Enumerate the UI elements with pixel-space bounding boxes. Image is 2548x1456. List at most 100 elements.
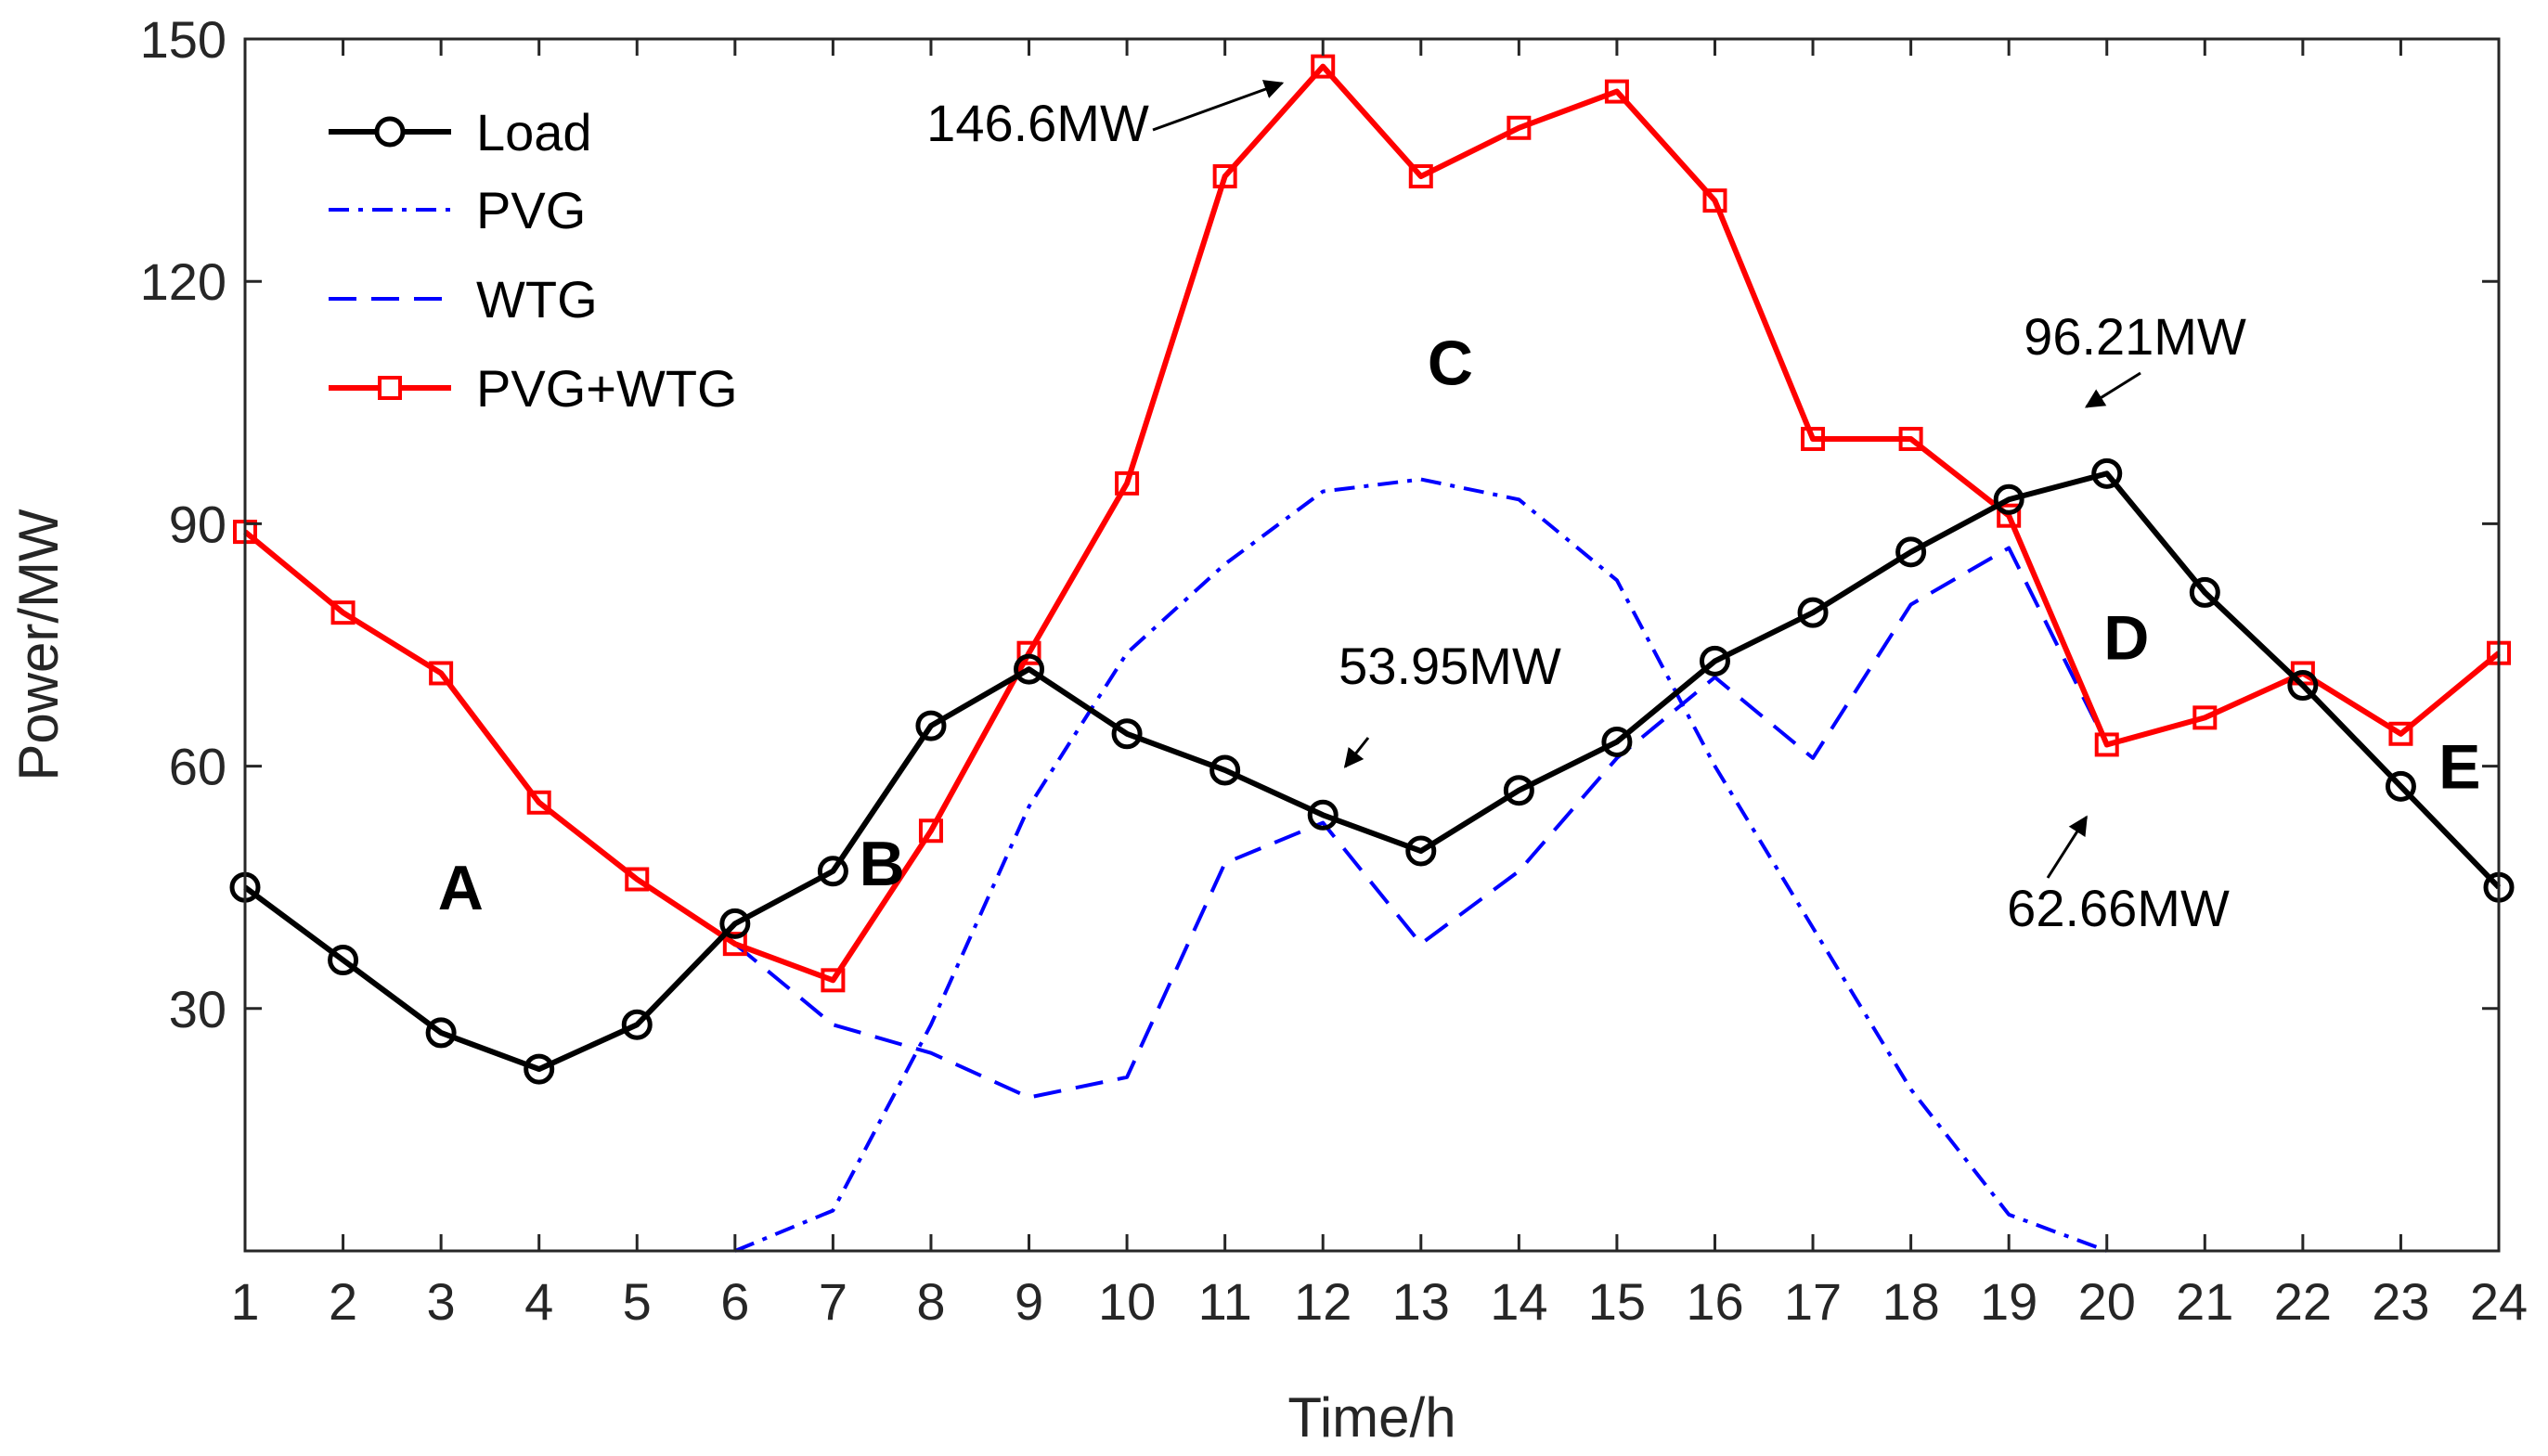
x-tick-label: 2 xyxy=(329,1272,357,1331)
legend-marker xyxy=(378,376,402,400)
label-layer: 1 2 3 4 5 6 7 8 9 10 11 12 13 14 15 16 17 18 19 20 21 22 23 243… xyxy=(140,10,2529,1331)
data-point-pvg-wtg xyxy=(526,790,551,815)
series-layer xyxy=(229,54,2515,1253)
x-tick-label: 5 xyxy=(623,1272,652,1331)
x-tick-label: 17 xyxy=(1784,1272,1842,1331)
data-point-load xyxy=(1699,645,1730,676)
legend: Load PVG WTG PVG+WTG xyxy=(329,103,738,418)
series-wtg xyxy=(733,546,2109,1100)
data-point-load xyxy=(2091,457,2123,489)
data-point-load xyxy=(328,945,359,976)
annotation-96-21mw: 96.21MW xyxy=(2024,307,2246,408)
data-point-pvg-wtg xyxy=(1801,426,1826,451)
series-pvg-wtg xyxy=(233,54,2511,993)
series-line-pvg xyxy=(734,477,2108,1253)
data-point-pvg-wtg xyxy=(1311,54,1336,79)
y-tick-label: 120 xyxy=(140,252,226,311)
legend-item-pvg-wtg: PVG+WTG xyxy=(329,359,738,418)
data-point-pvg-wtg xyxy=(1702,188,1727,213)
legend-label: PVG+WTG xyxy=(476,359,738,418)
x-tick-label: 10 xyxy=(1098,1272,1156,1331)
legend-label: Load xyxy=(476,103,592,161)
data-point-pvg-wtg xyxy=(1997,503,2022,528)
x-tick-label: 6 xyxy=(720,1272,749,1331)
y-tick-label: 150 xyxy=(140,10,226,69)
x-tick-label: 4 xyxy=(524,1272,553,1331)
annotation-53-95mw: 53.95MW xyxy=(1339,637,1561,768)
series-line-load xyxy=(243,470,2502,1073)
x-tick-label: 3 xyxy=(427,1272,456,1331)
x-tick-label: 24 xyxy=(2470,1272,2528,1331)
data-point-load xyxy=(2385,770,2416,802)
series-line-pvg-wtg xyxy=(243,63,2501,984)
y-axis-title: Power/MW xyxy=(7,509,70,781)
annotation-arrow xyxy=(1343,737,1370,768)
x-tick-label: 23 xyxy=(2372,1272,2429,1331)
data-point-load xyxy=(1111,718,1143,750)
data-point-load xyxy=(2189,576,2220,608)
data-point-load xyxy=(621,1009,653,1040)
annotation-layer: 146.6MW 96.21MW 53.95MW 62.66MW A B C D E xyxy=(438,80,2480,937)
region-label-d: D xyxy=(2103,602,2149,673)
data-point-pvg-wtg xyxy=(429,661,454,686)
data-point-load xyxy=(1895,536,1927,568)
region-label-b: B xyxy=(860,829,905,899)
x-tick-label: 20 xyxy=(2078,1272,2136,1331)
x-tick-label: 21 xyxy=(2176,1272,2233,1331)
data-point-load xyxy=(1209,754,1241,786)
data-point-load xyxy=(1601,726,1633,757)
legend-label: PVG xyxy=(476,181,586,239)
data-point-load xyxy=(425,1017,457,1049)
data-point-load xyxy=(915,710,947,741)
annotation-146-6mw: 146.6MW xyxy=(926,80,1285,152)
legend-marker xyxy=(374,116,406,148)
data-point-pvg-wtg xyxy=(1115,470,1140,496)
region-label-a: A xyxy=(438,853,484,923)
data-point-pvg-wtg xyxy=(625,867,650,892)
x-tick-label: 8 xyxy=(916,1272,945,1331)
data-point-pvg-wtg xyxy=(2192,705,2218,730)
data-point-pvg-wtg xyxy=(1604,79,1629,104)
data-point-pvg-wtg xyxy=(1016,640,1041,665)
x-tick-label: 7 xyxy=(819,1272,847,1331)
legend-item-pvg: PVG xyxy=(329,181,586,239)
tick-layer xyxy=(243,37,2501,1251)
annotation-arrow xyxy=(2084,371,2141,408)
legend-label: WTG xyxy=(476,270,598,329)
plot-frame xyxy=(243,37,2501,1253)
x-tick-label: 13 xyxy=(1392,1272,1450,1331)
annotation-arrow xyxy=(2046,815,2089,879)
data-point-load xyxy=(1405,835,1437,867)
data-point-pvg-wtg xyxy=(821,968,846,993)
annotation-label: 146.6MW xyxy=(926,94,1149,152)
y-tick-label: 30 xyxy=(169,980,226,1038)
annotation-label: 62.66MW xyxy=(2007,879,2230,937)
data-point-load xyxy=(1014,653,1045,685)
x-tick-label: 12 xyxy=(1294,1272,1352,1331)
annotation-label: 53.95MW xyxy=(1339,637,1561,695)
data-point-load xyxy=(719,908,751,939)
data-point-pvg-wtg xyxy=(1507,115,1532,140)
data-point-pvg-wtg xyxy=(1898,426,1923,451)
legend-item-load: Load xyxy=(329,103,592,161)
data-point-load xyxy=(817,856,848,887)
data-point-pvg-wtg xyxy=(2094,732,2119,757)
data-point-load xyxy=(1797,597,1829,628)
x-tick-label: 1 xyxy=(230,1272,259,1331)
x-tick-label: 19 xyxy=(1980,1272,2037,1331)
y-tick-label: 90 xyxy=(169,495,226,553)
data-point-load xyxy=(2287,670,2319,702)
x-tick-label: 22 xyxy=(2274,1272,2332,1331)
x-tick-label: 16 xyxy=(1686,1272,1743,1331)
series-line-wtg xyxy=(733,546,2109,1100)
data-point-pvg-wtg xyxy=(722,932,747,957)
data-point-load xyxy=(1993,483,2024,515)
annotation-62-66mw: 62.66MW xyxy=(2007,815,2230,937)
x-tick-label: 11 xyxy=(1198,1272,1252,1331)
data-point-load xyxy=(1503,775,1534,806)
x-tick-label: 9 xyxy=(1015,1272,1043,1331)
data-point-load xyxy=(1307,799,1339,831)
data-point-pvg-wtg xyxy=(1408,164,1433,189)
